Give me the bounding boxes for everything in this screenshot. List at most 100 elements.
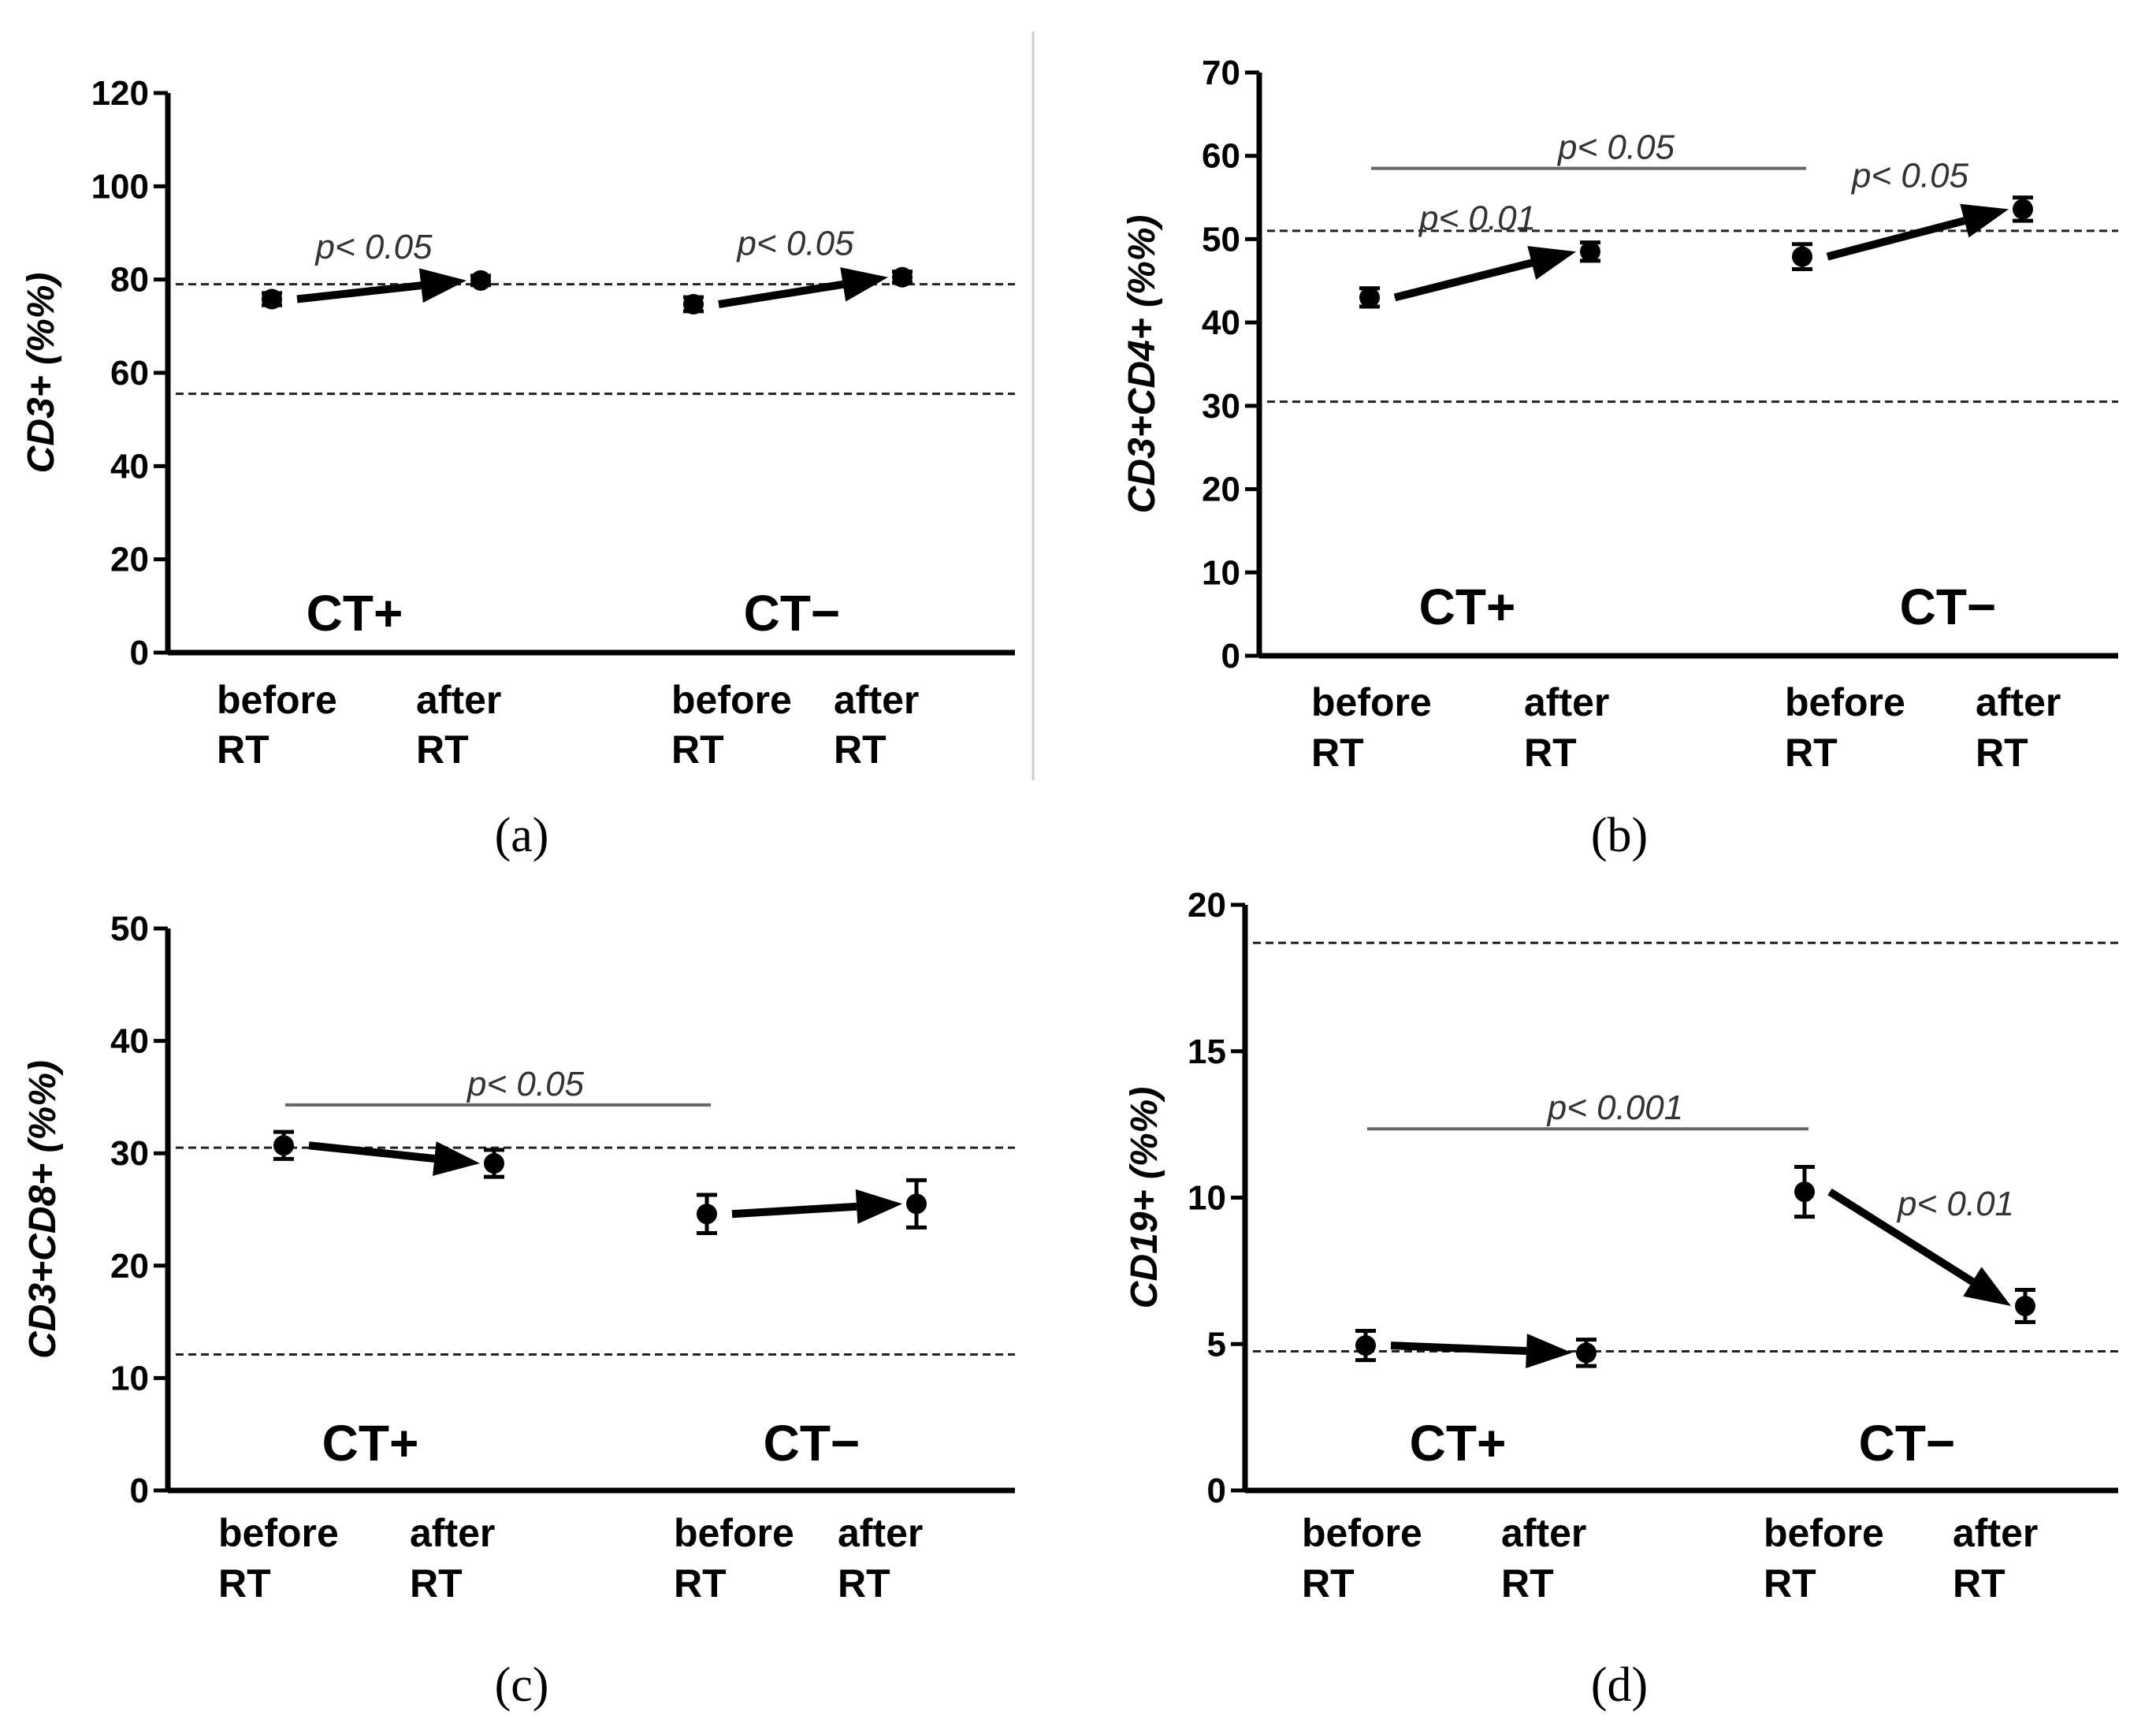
data-point bbox=[2015, 1295, 2035, 1316]
data-point bbox=[1576, 1342, 1597, 1364]
p-value-label: p< 0.05 bbox=[1850, 156, 1969, 195]
x-category-label: after bbox=[838, 1511, 923, 1555]
trend-arrowhead bbox=[1527, 246, 1576, 280]
x-category-label: RT bbox=[671, 727, 724, 772]
data-point bbox=[470, 270, 491, 291]
group-label: CT− bbox=[764, 1415, 861, 1472]
trend-arrowhead bbox=[433, 1141, 480, 1176]
trend-arrow bbox=[731, 1202, 857, 1219]
x-category-label: RT bbox=[1311, 731, 1364, 775]
data-point bbox=[1355, 1335, 1376, 1356]
trend-arrow bbox=[296, 281, 422, 303]
x-category-label: RT bbox=[1501, 1561, 1554, 1606]
y-tick-label: 60 bbox=[1202, 137, 1240, 176]
x-category-label: before bbox=[1764, 1511, 1884, 1555]
y-tick-label: 60 bbox=[110, 354, 149, 393]
x-category-label: before bbox=[1311, 680, 1432, 724]
x-category-label: after bbox=[834, 678, 919, 722]
x-category-label: before bbox=[1302, 1511, 1422, 1555]
panel-label: (c) bbox=[495, 1658, 549, 1712]
trend-arrowhead bbox=[1526, 1334, 1572, 1369]
p-value-label: p< 0.05 bbox=[1556, 128, 1675, 167]
group-label: CT+ bbox=[322, 1415, 419, 1472]
y-tick-label: 40 bbox=[1202, 303, 1240, 342]
x-category-label: RT bbox=[1785, 731, 1838, 775]
p-value-label: p< 0.01 bbox=[1896, 1185, 2014, 1223]
y-tick-label: 10 bbox=[1202, 553, 1240, 592]
y-tick-label: 20 bbox=[1202, 471, 1240, 509]
y-tick-label: 70 bbox=[1202, 54, 1240, 92]
x-category-label: RT bbox=[1976, 731, 2028, 775]
group-label: CT− bbox=[1900, 579, 1997, 635]
trend-arrowhead bbox=[1960, 203, 2009, 238]
trend-arrow bbox=[1390, 1341, 1527, 1356]
data-point bbox=[273, 1135, 294, 1156]
y-tick-label: 5 bbox=[1207, 1325, 1226, 1364]
x-category-label: RT bbox=[834, 727, 887, 772]
data-point bbox=[262, 288, 282, 310]
group-label: CT+ bbox=[1419, 579, 1516, 635]
y-tick-label: 20 bbox=[110, 541, 149, 579]
trend-arrowhead bbox=[840, 267, 888, 302]
trend-arrowhead bbox=[418, 268, 467, 303]
x-category-label: RT bbox=[218, 1561, 271, 1606]
x-category-label: before bbox=[218, 1511, 339, 1555]
data-point bbox=[1794, 1181, 1815, 1203]
trend-arrow bbox=[1826, 217, 1966, 261]
panel-label: (d) bbox=[1591, 1658, 1648, 1712]
y-axis-title: CD19+ (%%) bbox=[1124, 1087, 1165, 1308]
x-category-label: before bbox=[1785, 680, 1905, 724]
x-category-label: RT bbox=[410, 1561, 463, 1606]
y-tick-label: 0 bbox=[1221, 637, 1240, 675]
group-label: CT+ bbox=[1410, 1415, 1507, 1472]
data-point bbox=[484, 1153, 504, 1174]
x-category-label: after bbox=[1976, 680, 2061, 724]
y-axis-title: CD3+CD8+ (%%) bbox=[22, 1060, 64, 1359]
x-category-label: RT bbox=[1302, 1561, 1355, 1606]
y-tick-label: 15 bbox=[1188, 1033, 1226, 1071]
chart-panel-b: 0 10 20 30 40 50 60 70 CD3+CD4+ (%%) CT+ CT− before… bbox=[1121, 54, 2118, 862]
x-category-label: RT bbox=[1764, 1561, 1816, 1606]
data-point bbox=[1359, 287, 1380, 308]
y-axis-title: CD3+ (%%) bbox=[20, 273, 62, 474]
y-tick-label: 20 bbox=[110, 1247, 149, 1286]
trend-arrowhead bbox=[1963, 1267, 2011, 1306]
y-tick-label: 30 bbox=[110, 1134, 149, 1173]
group-label: CT− bbox=[744, 585, 841, 642]
x-category-label: RT bbox=[674, 1561, 727, 1606]
trend-arrow bbox=[718, 280, 844, 308]
p-value-label: p< 0.05 bbox=[735, 225, 854, 263]
x-category-label: RT bbox=[1524, 731, 1577, 775]
y-tick-label: 50 bbox=[1202, 220, 1240, 259]
y-tick-label: 30 bbox=[1202, 387, 1240, 426]
data-point bbox=[892, 266, 913, 288]
group-label: CT+ bbox=[307, 585, 403, 642]
chart-panel-d: 0 5 10 15 20 CD19+ (%%) CT+ CT− before RT after RT b… bbox=[1124, 886, 2118, 1712]
p-value-label: p< 0.001 bbox=[1546, 1088, 1684, 1127]
trend-arrow bbox=[1827, 1188, 1975, 1286]
y-tick-label: 40 bbox=[110, 1022, 149, 1061]
x-category-label: RT bbox=[1953, 1561, 2005, 1606]
y-tick-label: 80 bbox=[110, 261, 149, 300]
x-category-label: RT bbox=[838, 1561, 890, 1606]
x-category-label: RT bbox=[217, 727, 270, 772]
y-tick-label: 0 bbox=[130, 1472, 149, 1510]
x-category-label: RT bbox=[416, 727, 469, 772]
group-label: CT− bbox=[1859, 1415, 1956, 1472]
y-tick-label: 0 bbox=[1207, 1472, 1226, 1510]
chart-panel-c: 0 10 20 30 40 50 CD3+CD8+ (%%) CT+ CT− before RT af… bbox=[22, 910, 1015, 1712]
trend-arrowhead bbox=[855, 1189, 902, 1224]
x-category-label: after bbox=[1501, 1511, 1586, 1555]
p-value-label: p< 0.01 bbox=[1418, 199, 1536, 237]
y-tick-label: 40 bbox=[110, 447, 149, 486]
p-value-label: p< 0.05 bbox=[314, 228, 433, 266]
data-point bbox=[683, 294, 704, 315]
panel-label: (b) bbox=[1591, 809, 1648, 862]
data-point bbox=[1580, 241, 1600, 262]
x-category-label: after bbox=[410, 1511, 495, 1555]
x-category-label: before bbox=[674, 1511, 794, 1555]
y-tick-label: 100 bbox=[91, 167, 149, 206]
y-tick-label: 10 bbox=[1188, 1179, 1226, 1218]
y-tick-label: 0 bbox=[130, 634, 149, 672]
